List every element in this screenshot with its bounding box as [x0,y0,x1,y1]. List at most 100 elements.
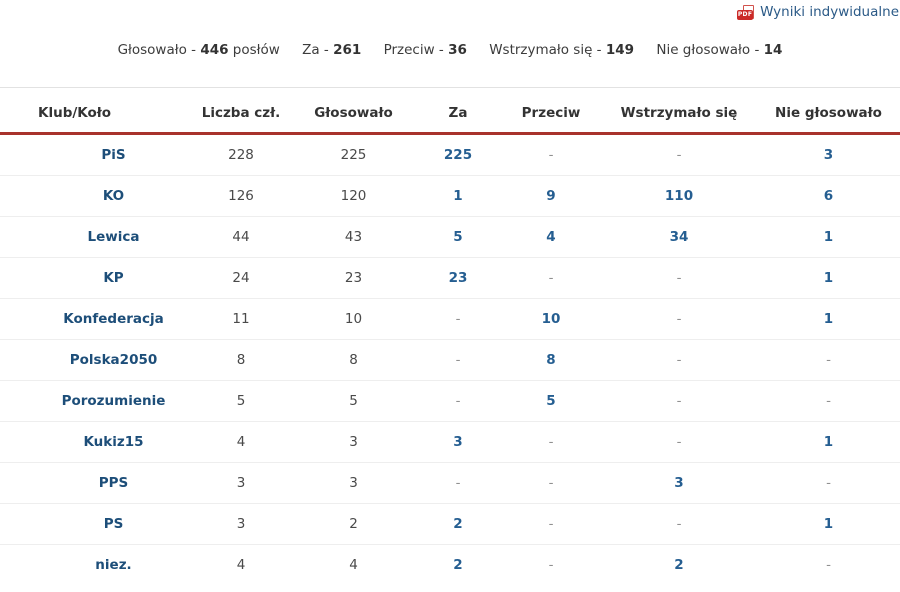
summary-item-glosowalo: Głosowało - 446 posłów [117,42,280,58]
against-cell[interactable]: 9 [501,175,601,217]
voted-cell: 4 [349,557,358,573]
voted-cell: 3 [292,421,415,463]
for-cell: - [415,339,501,381]
against-cell: - [501,257,601,299]
club-link[interactable]: Lewica [0,216,190,258]
table-row: PiS 228 225 225- -3 [0,133,900,176]
column-header-wstrzymalo: Wstrzymało się [601,87,757,135]
abstained-cell: - [601,257,757,299]
abstained-cell[interactable]: 110 [601,175,757,217]
not-voted-cell[interactable]: 1 [757,257,900,299]
for-cell[interactable]: 2 [453,557,463,573]
abstained-cell[interactable]: 34 [601,216,757,258]
club-link[interactable]: PiS [0,133,190,176]
against-cell[interactable]: 8 [501,339,601,381]
club-link[interactable]: Konfederacja [0,298,190,340]
for-cell[interactable]: 2 [415,503,501,545]
summary-item-za: Za - 261 [302,42,362,58]
members-cell: 4 [236,557,246,573]
individual-results-link[interactable]: PDF Wyniki indywidualne [737,4,899,20]
abstained-cell: - [601,298,757,340]
voting-results-table: Klub/Koło Liczba czł. Głosowało Za Przec… [0,87,900,585]
against-cell[interactable]: 5 [501,380,601,422]
table-row: PPS 3 3- -3- [0,462,900,504]
members-cell: 3 [190,462,292,504]
abstained-cell[interactable]: 3 [601,462,757,504]
table-row: Lewica 44 43 5 4 34 1 [0,216,900,258]
for-cell: - [415,462,501,504]
against-cell: - [548,557,554,573]
not-voted-cell[interactable]: 1 [757,298,900,340]
members-cell: 8 [190,339,292,381]
table-header: Klub/Koło Liczba czł. Głosowało Za Przec… [0,87,900,135]
members-cell: 4 [190,421,292,463]
column-header-glosowalo: Głosowało [292,87,415,135]
pdf-icon: PDF [737,4,755,20]
members-cell: 126 [190,175,292,217]
against-cell: - [501,462,601,504]
voted-cell: 8 [292,339,415,381]
against-cell: - [501,133,601,176]
voted-cell: 3 [292,462,415,504]
for-cell[interactable]: 3 [415,421,501,463]
pdf-icon-label: PDF [737,9,754,20]
members-cell: 3 [190,503,292,545]
table-row: PS 3 2 2- -1 [0,503,900,545]
voted-cell: 120 [292,175,415,217]
summary-item-wstrzymalo: Wstrzymało się - 149 [489,42,635,58]
club-link[interactable]: PPS [0,462,190,504]
column-header-liczba: Liczba czł. [190,87,292,135]
abstained-cell: - [601,133,757,176]
abstained-cell: - [601,421,757,463]
column-header-przeciw: Przeciw [501,87,601,135]
voted-cell: 5 [292,380,415,422]
not-voted-cell[interactable]: 1 [757,421,900,463]
members-cell: 44 [190,216,292,258]
table-row: Polska2050 8 8-8- - [0,339,900,381]
individual-results-link-label: Wyniki indywidualne [760,4,899,20]
against-cell: - [501,421,601,463]
for-cell[interactable]: 23 [415,257,501,299]
voted-cell: 2 [292,503,415,545]
members-cell: 11 [190,298,292,340]
not-voted-cell: - [757,339,900,381]
for-cell[interactable]: 5 [415,216,501,258]
summary-item-przeciw: Przeciw - 36 [383,42,467,58]
club-link[interactable]: KO [0,175,190,217]
not-voted-cell[interactable]: 6 [757,175,900,217]
not-voted-cell: - [826,557,831,573]
not-voted-cell[interactable]: 3 [757,133,900,176]
table-row: Konfederacja 11 10-10-1 [0,298,900,340]
table-row: Kukiz15 4 3 3- -1 [0,421,900,463]
voted-cell: 10 [292,298,415,340]
members-cell: 24 [190,257,292,299]
for-cell: - [415,380,501,422]
against-cell: - [501,503,601,545]
column-header-nie-glosowalo: Nie głosowało [757,87,900,135]
voted-cell: 225 [292,133,415,176]
club-link[interactable]: Porozumienie [0,380,190,422]
for-cell[interactable]: 1 [415,175,501,217]
club-link[interactable]: PS [0,503,190,545]
results-table-body: PiS 228 225 225- -3 KO 126 120 1 9 110 6 Lewica 44 43 5… [0,133,900,586]
club-link[interactable]: KP [0,257,190,299]
against-cell[interactable]: 4 [501,216,601,258]
column-header-za: Za [415,87,501,135]
abstained-cell[interactable]: 2 [674,557,684,573]
table-row: KP 24 23 23- -1 [0,257,900,299]
voted-cell: 23 [292,257,415,299]
abstained-cell: - [601,339,757,381]
club-link[interactable]: Polska2050 [0,339,190,381]
club-link[interactable]: Kukiz15 [0,421,190,463]
for-cell[interactable]: 225 [415,133,501,176]
members-cell: 228 [190,133,292,176]
not-voted-cell[interactable]: 1 [757,216,900,258]
abstained-cell: - [601,380,757,422]
table-row: niez. 4 4 2 - 2 - [0,545,900,586]
club-link[interactable]: niez. [95,557,132,573]
table-row: Porozumienie 5 5-5- - [0,380,900,422]
column-header-klub: Klub/Koło [0,87,190,135]
members-cell: 5 [190,380,292,422]
not-voted-cell[interactable]: 1 [757,503,900,545]
against-cell[interactable]: 10 [501,298,601,340]
